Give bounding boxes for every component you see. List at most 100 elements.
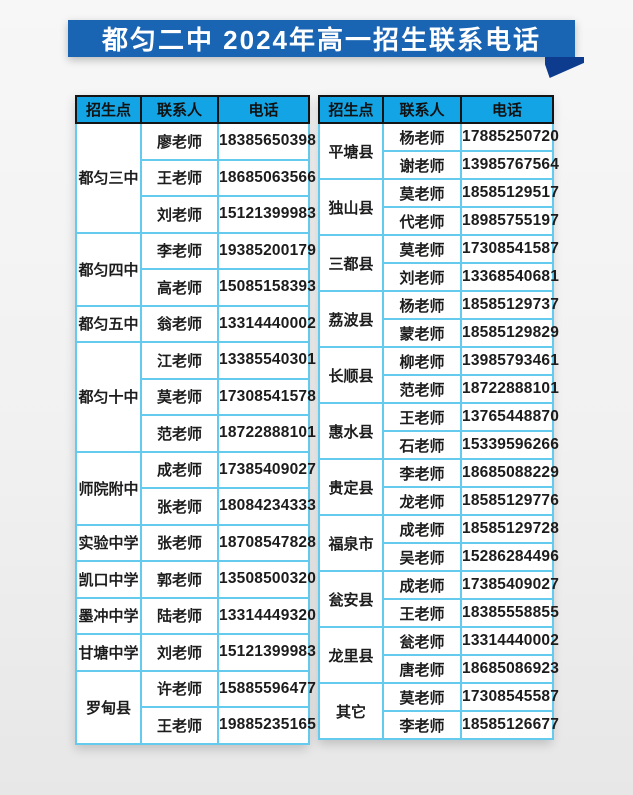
contact-name-cell: 陆老师 bbox=[140, 596, 219, 635]
site-cell: 其它 bbox=[318, 682, 384, 740]
table-row: 蒙老师 18585129829 bbox=[319, 318, 559, 348]
col-header-contact: 联系人 bbox=[140, 95, 219, 124]
contact-name-cell: 江老师 bbox=[140, 341, 219, 380]
table-row: 谢老师 13985767564 bbox=[319, 150, 559, 180]
phone-cell: 15339596266 bbox=[460, 430, 559, 460]
phone-cell: 18084234333 bbox=[217, 487, 316, 526]
table-row: 墨冲中学 陆老师 13314449320 bbox=[75, 596, 316, 635]
phone-cell: 18708547828 bbox=[217, 523, 316, 562]
phone-cell: 18585129728 bbox=[460, 514, 559, 544]
site-cell: 长顺县 bbox=[318, 346, 384, 404]
contact-name-cell: 许老师 bbox=[140, 669, 219, 708]
site-cell: 都匀五中 bbox=[75, 304, 142, 343]
contact-name-cell: 柳老师 bbox=[382, 346, 462, 376]
contact-name-cell: 王老师 bbox=[382, 598, 462, 628]
phone-cell: 18585129829 bbox=[460, 318, 559, 348]
contact-name-cell: 王老师 bbox=[140, 706, 219, 745]
phone-cell: 13368540681 bbox=[460, 262, 559, 292]
contact-name-cell: 翁老师 bbox=[140, 304, 219, 343]
table-row: 龙里县 瓮老师 13314440002 bbox=[318, 626, 559, 684]
site-cell: 都匀十中 bbox=[75, 341, 142, 453]
contact-name-cell: 王老师 bbox=[382, 402, 462, 432]
contact-name-cell: 刘老师 bbox=[140, 195, 219, 234]
contact-table: 招生点 联系人 电话 平塘县 杨老师 17885250720 谢老师 139857675… bbox=[318, 95, 559, 740]
table-row: 都匀四中 李老师 19385200179 bbox=[75, 231, 316, 307]
contact-name-cell: 龙老师 bbox=[382, 486, 462, 516]
site-cell: 罗甸县 bbox=[75, 669, 142, 745]
contact-name-cell: 杨老师 bbox=[382, 122, 462, 152]
table-row: 惠水县 王老师 13765448870 bbox=[318, 402, 559, 460]
col-header-site: 招生点 bbox=[318, 95, 384, 124]
phone-cell: 18585126677 bbox=[460, 710, 559, 740]
table-row: 张老师 18084234333 bbox=[76, 487, 316, 526]
contact-name-cell: 莫老师 bbox=[382, 178, 462, 208]
contact-name-cell: 成老师 bbox=[382, 570, 462, 600]
site-cell: 独山县 bbox=[318, 178, 384, 236]
site-cell: 凯口中学 bbox=[75, 560, 142, 599]
contact-name-cell: 谢老师 bbox=[382, 150, 462, 180]
phone-cell: 17885250720 bbox=[460, 122, 559, 152]
phone-cell: 15885596477 bbox=[217, 669, 316, 708]
table-row: 莫老师 17308541578 bbox=[76, 377, 316, 416]
phone-cell: 18385558855 bbox=[460, 598, 559, 628]
table-row: 师院附中 成老师 17385409027 bbox=[75, 450, 316, 526]
site-cell: 贵定县 bbox=[318, 458, 384, 516]
phone-cell: 18385650398 bbox=[217, 122, 316, 161]
contact-table-left: 招生点 联系人 电话 都匀三中 廖老师 18385650398 王老师 18685063… bbox=[75, 95, 316, 745]
phone-cell: 19885235165 bbox=[217, 706, 316, 745]
col-header-site: 招生点 bbox=[75, 95, 142, 124]
table-row: 三都县 莫老师 17308541587 bbox=[318, 234, 559, 292]
table-row: 唐老师 18685086923 bbox=[319, 654, 559, 684]
table-row: 独山县 莫老师 18585129517 bbox=[318, 178, 559, 236]
phone-cell: 15085158393 bbox=[217, 268, 316, 307]
contact-table: 招生点 联系人 电话 都匀三中 廖老师 18385650398 王老师 18685063… bbox=[75, 95, 316, 745]
table-row: 贵定县 李老师 18685088229 bbox=[318, 458, 559, 516]
banner-ribbon-fold bbox=[545, 57, 584, 78]
table-row: 实验中学 张老师 18708547828 bbox=[75, 523, 316, 562]
contact-name-cell: 范老师 bbox=[140, 414, 219, 453]
phone-cell: 18985755197 bbox=[460, 206, 559, 236]
col-header-phone: 电话 bbox=[217, 95, 310, 124]
phone-cell: 17308541587 bbox=[460, 234, 559, 264]
site-cell: 荔波县 bbox=[318, 290, 384, 348]
phone-cell: 17308545587 bbox=[460, 682, 559, 712]
site-cell: 都匀三中 bbox=[75, 122, 142, 234]
contact-table-right: 招生点 联系人 电话 平塘县 杨老师 17885250720 谢老师 139857675… bbox=[318, 95, 559, 740]
contact-name-cell: 吴老师 bbox=[382, 542, 462, 572]
site-cell: 平塘县 bbox=[318, 122, 384, 180]
phone-cell: 18722888101 bbox=[217, 414, 316, 453]
phone-cell: 15121399983 bbox=[217, 633, 316, 672]
phone-cell: 17385409027 bbox=[217, 450, 316, 489]
contact-name-cell: 莫老师 bbox=[382, 682, 462, 712]
phone-cell: 18722888101 bbox=[460, 374, 559, 404]
phone-cell: 13985793461 bbox=[460, 346, 559, 376]
contact-name-cell: 唐老师 bbox=[382, 654, 462, 684]
contact-name-cell: 张老师 bbox=[140, 487, 219, 526]
contact-name-cell: 刘老师 bbox=[382, 262, 462, 292]
phone-cell: 17308541578 bbox=[217, 377, 316, 416]
contact-name-cell: 范老师 bbox=[382, 374, 462, 404]
contact-name-cell: 李老师 bbox=[382, 458, 462, 488]
contact-name-cell: 张老师 bbox=[140, 523, 219, 562]
contact-name-cell: 高老师 bbox=[140, 268, 219, 307]
title-banner: 都匀二中 2024年高一招生联系电话 bbox=[68, 20, 575, 57]
contact-name-cell: 廖老师 bbox=[140, 122, 219, 161]
contact-name-cell: 石老师 bbox=[382, 430, 462, 460]
table-row: 平塘县 杨老师 17885250720 bbox=[318, 122, 559, 180]
table-row: 刘老师 13368540681 bbox=[319, 262, 559, 292]
page-title: 都匀二中 2024年高一招生联系电话 bbox=[101, 25, 542, 55]
contact-name-cell: 成老师 bbox=[382, 514, 462, 544]
table-row: 范老师 18722888101 bbox=[319, 374, 559, 404]
phone-cell: 15286284496 bbox=[460, 542, 559, 572]
table-row: 王老师 18685063566 bbox=[76, 158, 316, 197]
site-cell: 瓮安县 bbox=[318, 570, 384, 628]
site-cell: 三都县 bbox=[318, 234, 384, 292]
table-row: 其它 莫老师 17308545587 bbox=[318, 682, 559, 740]
contact-name-cell: 刘老师 bbox=[140, 633, 219, 672]
table-row: 吴老师 15286284496 bbox=[319, 542, 559, 572]
table-row: 代老师 18985755197 bbox=[319, 206, 559, 236]
contact-name-cell: 蒙老师 bbox=[382, 318, 462, 348]
col-header-contact: 联系人 bbox=[382, 95, 462, 124]
contact-name-cell: 莫老师 bbox=[382, 234, 462, 264]
table-row: 李老师 18585126677 bbox=[319, 710, 559, 740]
